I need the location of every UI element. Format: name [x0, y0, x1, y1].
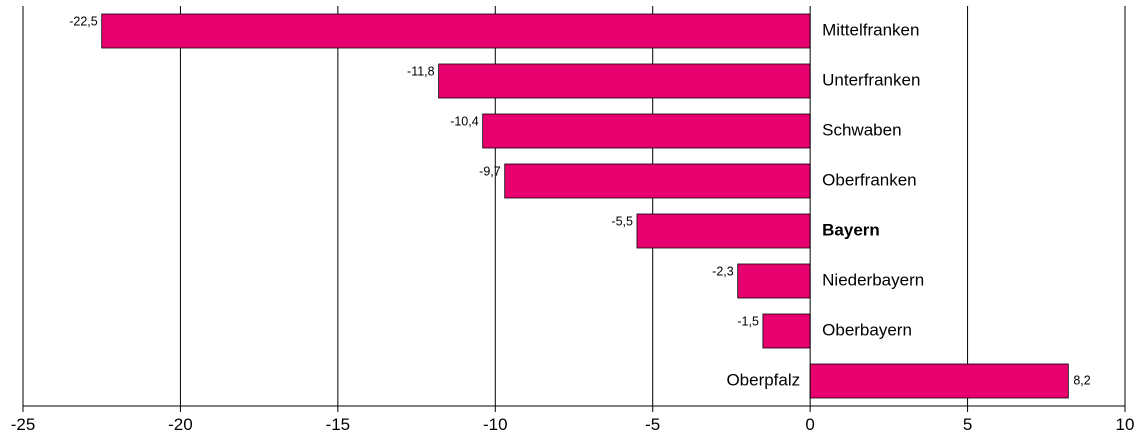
x-tick-label--10: -10 — [483, 415, 508, 434]
category-label-oberpfalz: Oberpfalz — [726, 370, 800, 389]
x-tick-label--5: -5 — [645, 415, 660, 434]
category-label-oberbayern: Oberbayern — [822, 320, 912, 339]
value-label-oberfranken: -9,7 — [479, 164, 501, 178]
bar-oberpfalz — [809, 363, 1069, 399]
value-label-bayern: -5,5 — [611, 214, 633, 228]
value-label-unterfranken: -11,8 — [407, 64, 435, 78]
category-label-bayern: Bayern — [822, 220, 880, 239]
bar-niederbayern — [737, 263, 811, 299]
x-tick-label-5: 5 — [963, 415, 972, 434]
axis-layer: -25 -20 -15 -10 -5 0 5 10 — [11, 6, 1135, 434]
bar-oberbayern — [762, 313, 811, 349]
x-tick-label--15: -15 — [326, 415, 351, 434]
value-label-niederbayern: -2,3 — [712, 264, 734, 278]
category-label-oberfranken: Oberfranken — [822, 170, 917, 189]
label-layer: -22,5 Mittelfranken -11,8 Unterfranken -10,4… — [69, 14, 1091, 389]
bar-oberfranken — [504, 163, 811, 199]
value-label-oberbayern: -1,5 — [737, 314, 759, 328]
x-tick-label--25: -25 — [11, 415, 36, 434]
category-label-niederbayern: Niederbayern — [822, 270, 924, 289]
category-label-mittelfranken: Mittelfranken — [822, 20, 919, 39]
category-label-unterfranken: Unterfranken — [822, 70, 920, 89]
x-tick-label--20: -20 — [168, 415, 193, 434]
value-label-oberpfalz: 8,2 — [1073, 373, 1090, 387]
bar-mittelfranken — [101, 13, 811, 49]
bar-layer — [101, 13, 1069, 399]
bar-schwaben — [482, 113, 811, 149]
bar-bayern — [636, 213, 811, 249]
x-tick-label-0: 0 — [805, 415, 814, 434]
value-label-schwaben: -10,4 — [450, 114, 479, 128]
x-tick-label-10: 10 — [1116, 415, 1135, 434]
bar-unterfranken — [438, 63, 811, 99]
category-label-schwaben: Schwaben — [822, 120, 901, 139]
value-label-mittelfranken: -22,5 — [69, 14, 98, 28]
